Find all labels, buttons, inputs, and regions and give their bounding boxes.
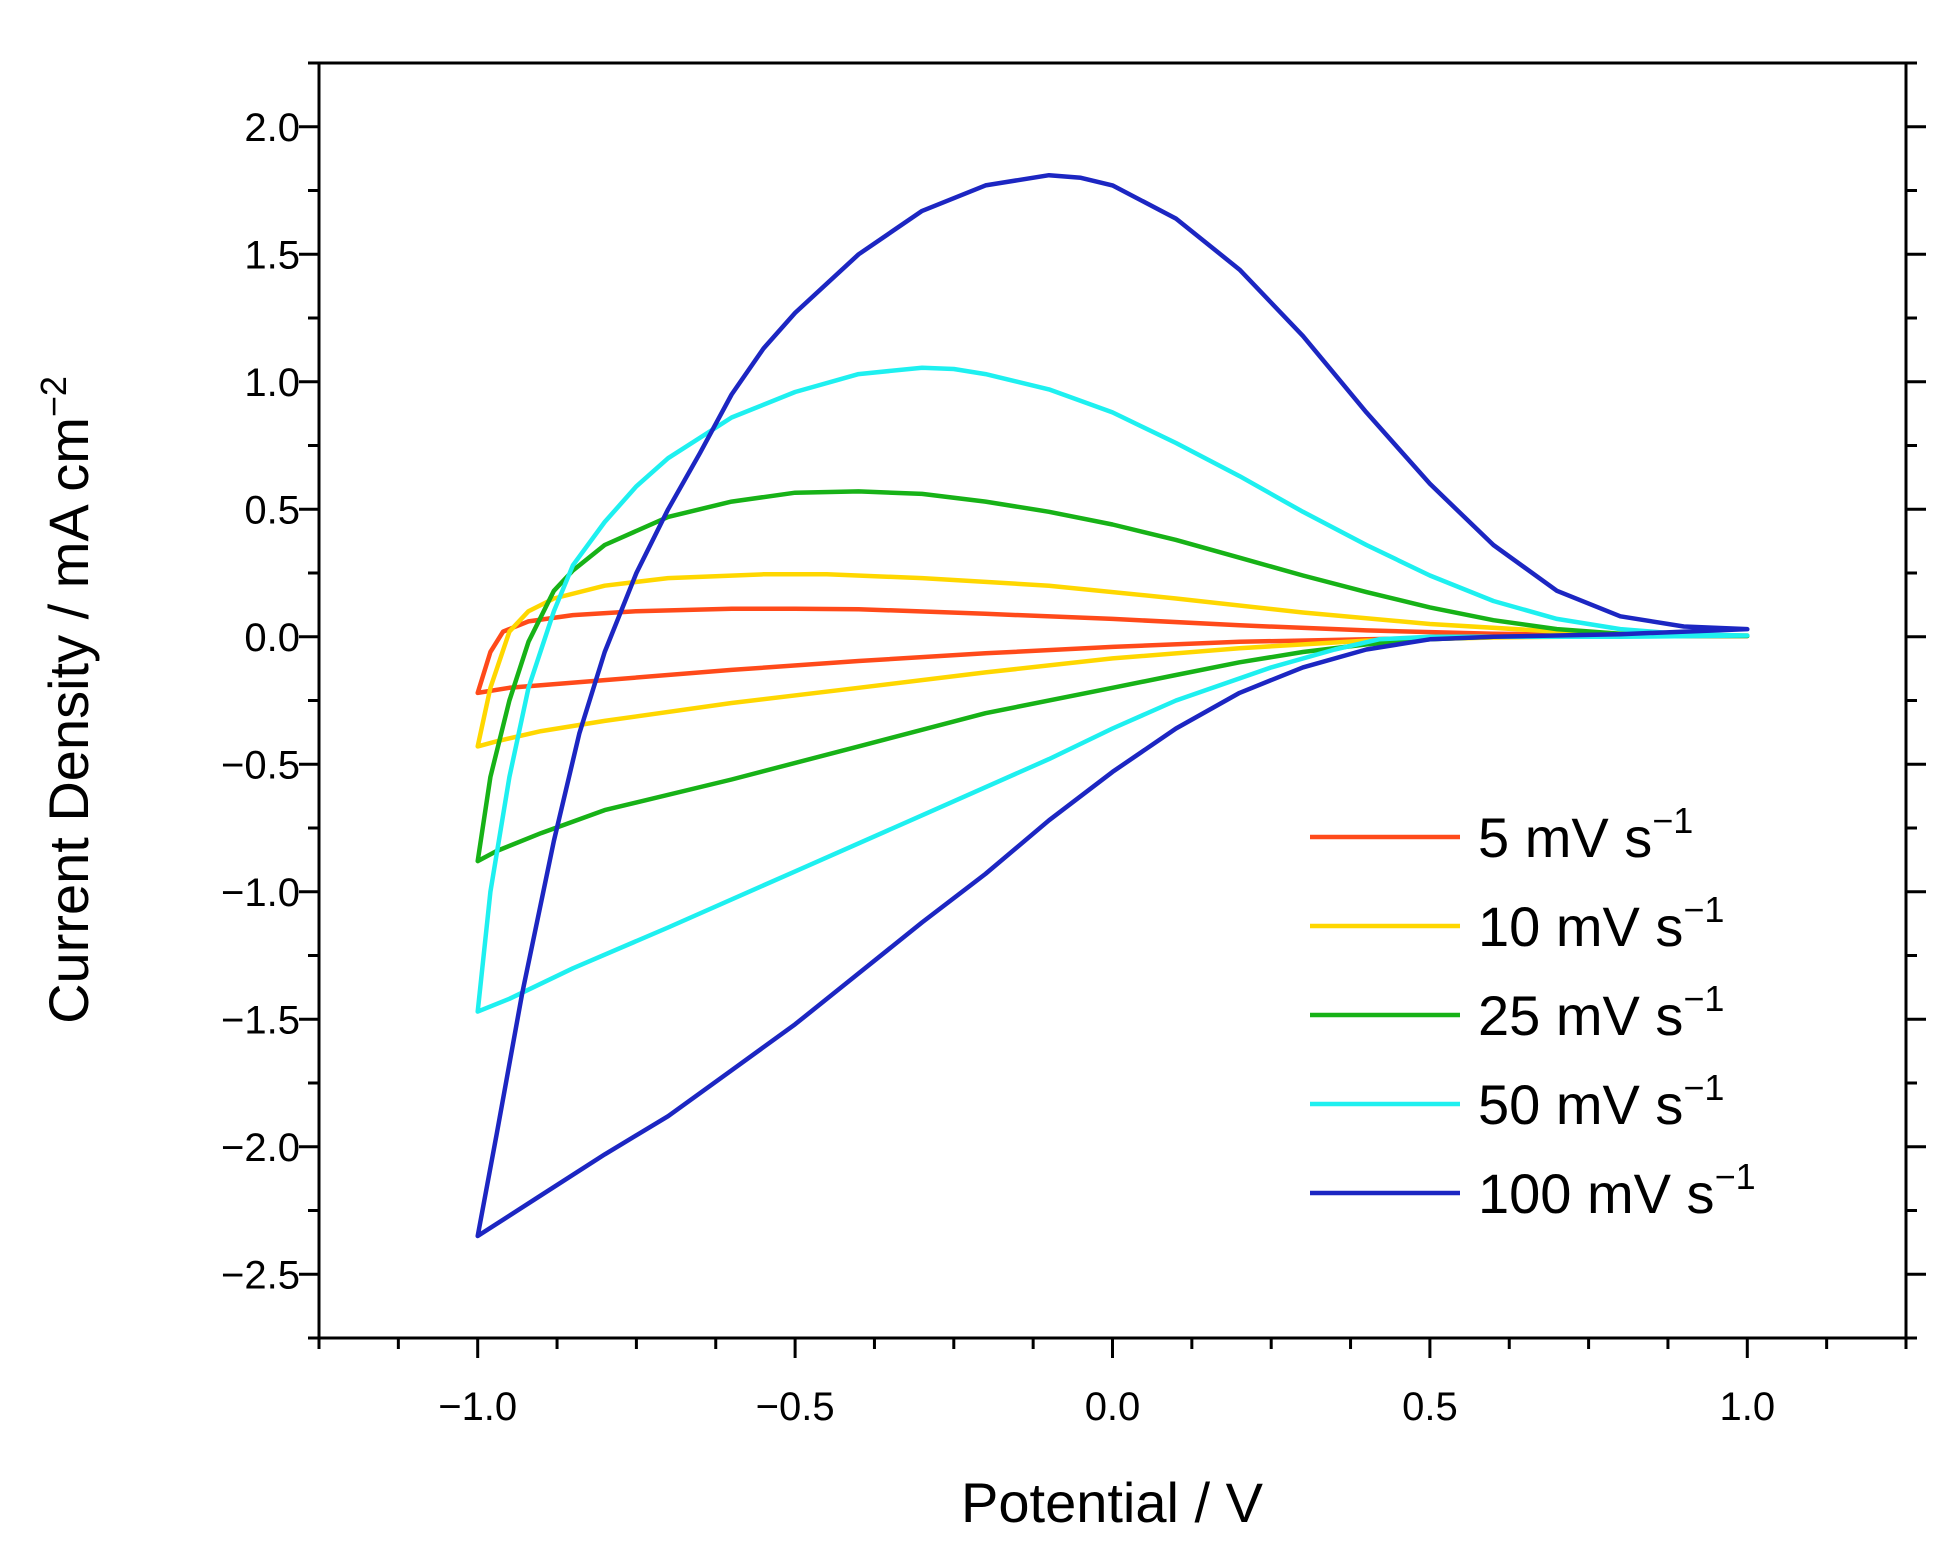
y-tick-label: 0.5 — [244, 488, 300, 532]
legend-label-superscript: −1 — [1683, 1067, 1724, 1108]
y-tick-label: −2.5 — [221, 1253, 300, 1297]
legend-label-superscript: −1 — [1652, 800, 1693, 841]
plot-frame — [317, 61, 1908, 1340]
y-axis-title: Current Density / mA cm−2 — [33, 376, 100, 1024]
y-axis-title-superscript: −2 — [33, 376, 74, 417]
x-tick-label: 0.0 — [1085, 1385, 1141, 1429]
legend-label-0: 5 mV s−1 — [1478, 800, 1693, 869]
x-tick-label: −0.5 — [756, 1385, 835, 1429]
y-tick-label: −1.5 — [221, 998, 300, 1042]
axis-ticks — [299, 61, 1926, 1358]
legend-label-text: 25 mV s — [1478, 984, 1683, 1047]
legend-label-superscript: −1 — [1683, 978, 1724, 1019]
series-curve-1 — [475, 572, 1750, 749]
x-tick-labels: −1.0 −0.5 0.0 0.5 1.0 — [438, 1385, 1775, 1429]
y-tick-label: −1.0 — [221, 871, 300, 915]
legend-label-2: 25 mV s−1 — [1478, 978, 1724, 1047]
legend-label-superscript: −1 — [1683, 889, 1724, 930]
y-tick-label: −0.5 — [221, 743, 300, 787]
x-tick-label: 0.5 — [1402, 1385, 1458, 1429]
legend-label-4: 100 mV s−1 — [1478, 1156, 1756, 1225]
x-tick-label: −1.0 — [438, 1385, 517, 1429]
series-curve-2 — [475, 489, 1750, 864]
legend-label-1: 10 mV s−1 — [1478, 889, 1724, 958]
y-tick-labels: 2.0 1.5 1.0 0.5 0.0 −0.5 −1.0 −1.5 −2.0 −2.5 — [221, 106, 300, 1298]
y-tick-label: 1.5 — [244, 233, 300, 277]
legend-label-text: 5 mV s — [1478, 806, 1652, 869]
legend-label-text: 10 mV s — [1478, 895, 1683, 958]
x-tick-label: 1.0 — [1719, 1385, 1775, 1429]
legend-label-3: 50 mV s−1 — [1478, 1067, 1724, 1136]
y-tick-label: −2.0 — [221, 1126, 300, 1170]
x-axis-title: Potential / V — [961, 1471, 1264, 1534]
series-curve-0 — [475, 606, 1750, 696]
y-tick-label: 2.0 — [244, 106, 300, 150]
series-curve-3 — [475, 365, 1750, 1014]
legend-label-text: 50 mV s — [1478, 1073, 1683, 1136]
series-curve-4 — [475, 172, 1750, 1239]
y-tick-label: 1.0 — [244, 361, 300, 405]
y-tick-label: 0.0 — [244, 616, 300, 660]
y-axis-title-base: Current Density / mA cm — [37, 417, 100, 1024]
plot-curves — [475, 172, 1750, 1239]
legend-label-superscript: −1 — [1715, 1156, 1756, 1197]
legend-label-text: 100 mV s — [1478, 1162, 1715, 1225]
